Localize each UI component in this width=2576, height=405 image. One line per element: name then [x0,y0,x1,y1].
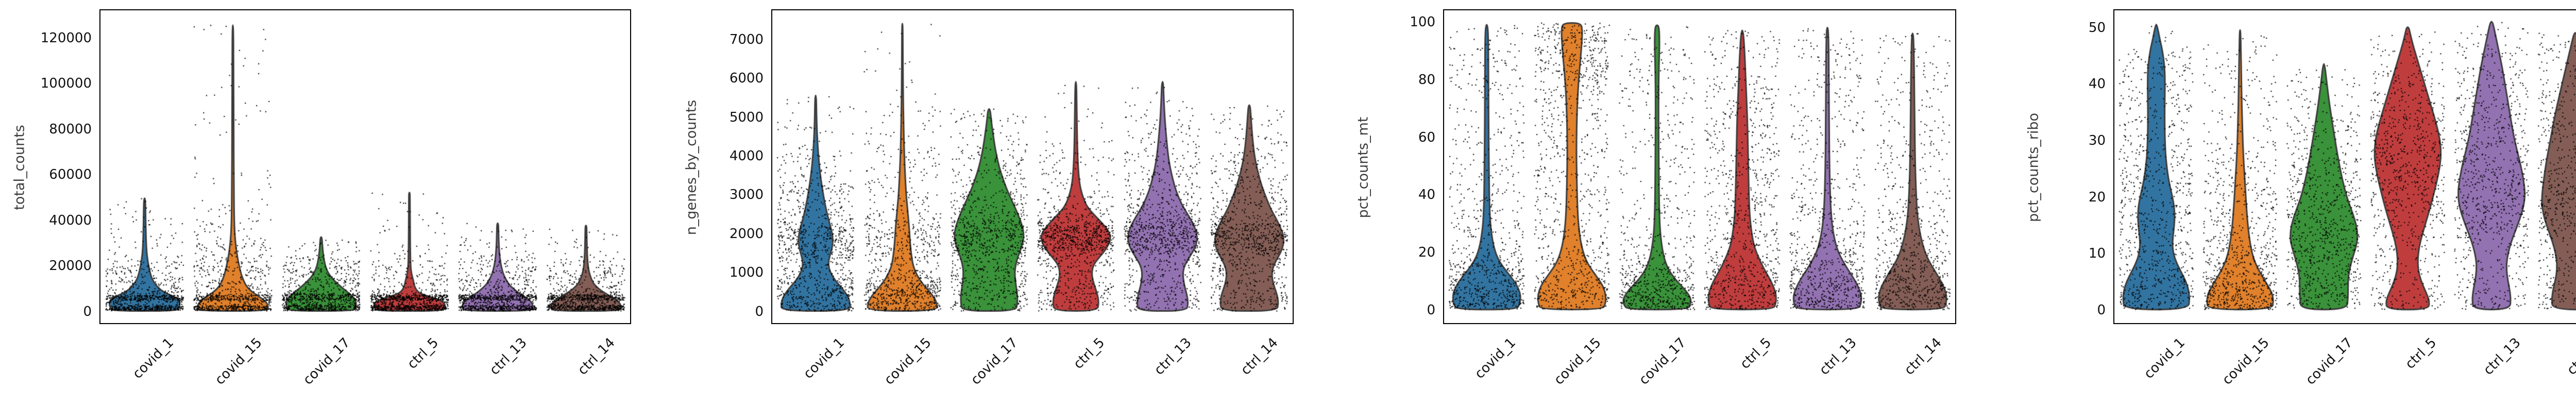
y-tick-label: 0 [1427,302,1435,318]
x-tick-text: covid_15 [2219,335,2273,388]
y-tick-label: 40 [1418,187,1435,203]
x-tick-text: covid_1 [1471,335,1519,382]
x-tick-text: covid_1 [129,335,177,382]
y-tick-label: 100 [1410,14,1435,30]
y-tick-label: 100000 [40,76,92,92]
x-tick-text: ctrl_5 [2402,335,2440,373]
y-tick-label: 0 [83,303,92,319]
x-tick-text: ctrl_13 [486,335,530,378]
x-tick-text: covid_17 [2303,335,2356,388]
y-tick-label: 2000 [729,226,764,242]
x-tick-text: covid_17 [1636,335,1689,388]
y-tick-label: 0 [2097,302,2106,318]
y-tick-label: 4000 [729,148,764,164]
violin-canvas-n-genes-by-counts [772,10,1293,324]
panel-n-genes-by-counts: n_genes_by_counts 0 1000 2000 3000 4000 5000 60… [663,0,1325,405]
y-tick-label: 40000 [49,212,92,228]
y-tick-label: 3000 [729,187,764,203]
y-tick-label: 50 [2088,20,2106,36]
violin-canvas-pct-counts-ribo [2114,10,2576,324]
x-tick-text: covid_15 [881,335,935,388]
x-tick-text: covid_17 [300,335,353,388]
y-tick-label: 60 [1418,129,1435,145]
y-tick-label: 10 [2088,246,2106,262]
y-tick-label: 80000 [49,121,92,137]
y-tick-label: 40 [2088,76,2106,92]
y-tick-label: 30 [2088,133,2106,148]
x-tick-text: covid_15 [212,335,265,388]
plot-area-n-genes-by-counts [771,9,1294,325]
x-tick-text: ctrl_14 [574,335,618,378]
x-tick-text: ctrl_14 [1238,335,1282,378]
x-tick-text: ctrl_14 [2564,335,2576,378]
y-tick-label: 6000 [729,71,764,87]
violin-canvas-pct-counts-mt [1444,10,1956,324]
plot-area-total-counts [99,9,632,325]
y-tick-label: 20 [1418,245,1435,261]
y-tick-label: 5000 [729,109,764,125]
x-tick-text: ctrl_14 [1901,335,1945,378]
y-tick-label: 60000 [49,167,92,183]
x-tick-text: ctrl_13 [2480,335,2524,378]
x-tick-text: ctrl_13 [1151,335,1195,378]
x-tick-text: ctrl_13 [1816,335,1860,378]
x-tick-text: covid_1 [2141,335,2189,382]
plot-area-pct-counts-mt [1443,9,1957,325]
y-tick-label: 7000 [729,31,764,47]
x-tick-text: ctrl_5 [1737,335,1774,373]
x-tick-text: ctrl_5 [1071,335,1108,373]
plot-area-pct-counts-ribo [2113,9,2576,325]
y-tick-label: 0 [755,303,764,319]
x-tick-text: covid_1 [801,335,848,382]
y-tick-label: 1000 [729,265,764,281]
y-tick-label: 20000 [49,258,92,274]
y-axis-label-pct-counts-ribo: pct_counts_ribo [2025,112,2042,222]
violin-canvas-total-counts [100,10,631,324]
x-tick-text: covid_17 [968,335,1022,388]
y-tick-label: 120000 [40,30,92,46]
panel-pct-counts-mt: pct_counts_mt 0 20 40 60 80 100 covid_1 covid_15… [1325,0,1988,405]
x-tick-text: covid_15 [1551,335,1604,388]
panel-pct-counts-ribo: pct_counts_ribo 0 10 20 30 40 50 covid_1 covid_1… [1987,0,2576,405]
y-tick-label: 80 [1418,72,1435,88]
panel-total-counts: total_counts 0 20000 40000 60000 80000 100000 1… [0,0,663,405]
x-tick-text: ctrl_5 [404,335,442,373]
y-tick-label: 20 [2088,189,2106,205]
